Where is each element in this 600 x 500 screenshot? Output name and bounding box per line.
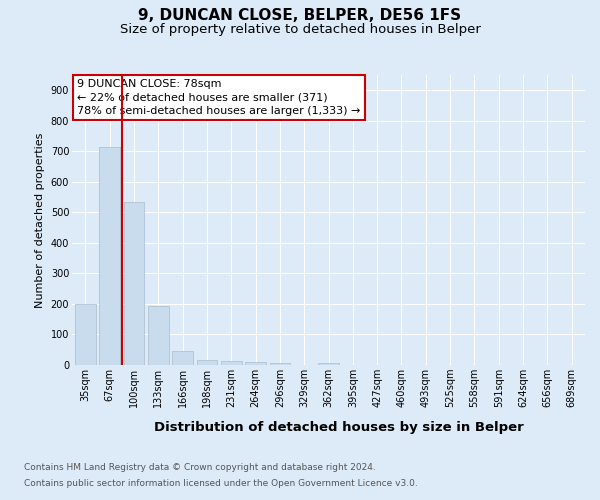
- Text: Distribution of detached houses by size in Belper: Distribution of detached houses by size …: [154, 421, 524, 434]
- Bar: [197, 360, 217, 365]
- Y-axis label: Number of detached properties: Number of detached properties: [35, 132, 45, 308]
- Bar: [148, 306, 169, 365]
- Text: Size of property relative to detached houses in Belper: Size of property relative to detached ho…: [119, 22, 481, 36]
- Text: Contains public sector information licensed under the Open Government Licence v3: Contains public sector information licen…: [24, 478, 418, 488]
- Text: 9 DUNCAN CLOSE: 78sqm
← 22% of detached houses are smaller (371)
78% of semi-det: 9 DUNCAN CLOSE: 78sqm ← 22% of detached …: [77, 80, 361, 116]
- Bar: [75, 304, 96, 365]
- Text: 9, DUNCAN CLOSE, BELPER, DE56 1FS: 9, DUNCAN CLOSE, BELPER, DE56 1FS: [139, 8, 461, 22]
- Bar: [100, 147, 120, 365]
- Bar: [269, 362, 290, 365]
- Bar: [221, 362, 242, 365]
- Bar: [318, 363, 339, 365]
- Bar: [172, 352, 193, 365]
- Text: Contains HM Land Registry data © Crown copyright and database right 2024.: Contains HM Land Registry data © Crown c…: [24, 464, 376, 472]
- Bar: [124, 202, 145, 365]
- Bar: [245, 362, 266, 365]
